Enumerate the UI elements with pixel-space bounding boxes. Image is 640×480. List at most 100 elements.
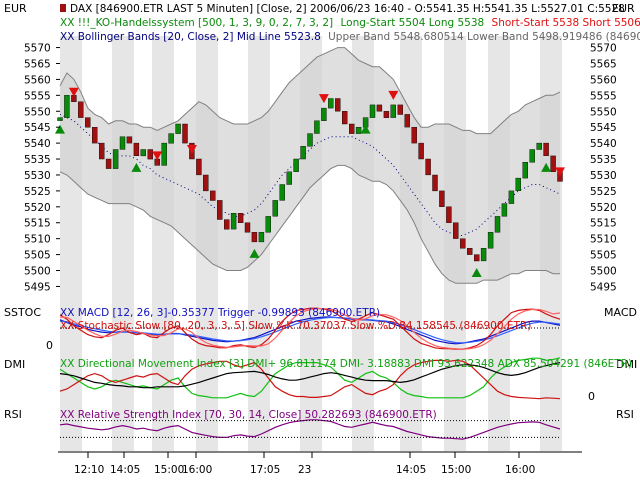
price-brick-down bbox=[397, 104, 403, 115]
sell-signal-marker bbox=[152, 151, 163, 161]
price-tick-left: 5525 bbox=[24, 186, 51, 198]
macd-label: MACD bbox=[604, 306, 637, 319]
price-tick-left: 5565 bbox=[24, 58, 51, 70]
macd-panel bbox=[59, 307, 561, 350]
time-tick-label: 23 bbox=[298, 464, 311, 476]
price-tick-left: 5500 bbox=[24, 266, 51, 278]
price-brick-down bbox=[467, 247, 473, 255]
price-brick-up bbox=[515, 177, 521, 192]
buy-signal-marker bbox=[249, 248, 260, 258]
price-brick-up bbox=[119, 136, 126, 150]
time-tick-label: 15:00 bbox=[441, 464, 471, 476]
price-brick-down bbox=[133, 142, 140, 157]
price-brick-down bbox=[550, 155, 556, 172]
header-line2: XX !!!_KO-Handelssystem [500, 1, 3, 9, 0… bbox=[60, 17, 640, 29]
sstoc-label: SSTOC bbox=[4, 306, 41, 319]
price-brick-up bbox=[321, 107, 327, 121]
rsi-label-left: RSI bbox=[4, 408, 22, 421]
price-tick-right: 5510 bbox=[590, 234, 617, 246]
price-tick-right: 5540 bbox=[590, 138, 617, 150]
price-brick-down bbox=[203, 174, 209, 192]
rsi-panel bbox=[59, 419, 561, 440]
price-tick-left: 5520 bbox=[24, 202, 51, 214]
price-tick-right: 5570 bbox=[590, 43, 617, 55]
price-brick-down bbox=[98, 142, 105, 160]
price-brick-down bbox=[543, 142, 549, 157]
price-brick-up bbox=[112, 149, 119, 169]
bollinger-band-area bbox=[60, 47, 560, 284]
price-brick-down bbox=[91, 126, 98, 144]
price-brick-down bbox=[147, 149, 154, 160]
price-tick-right: 5520 bbox=[590, 202, 617, 214]
price-brick-down bbox=[425, 158, 431, 176]
price-brick-up bbox=[265, 216, 271, 233]
time-tick-label: 12:10 bbox=[74, 464, 104, 476]
sell-signal-marker bbox=[186, 145, 197, 155]
price-tick-right: 5555 bbox=[590, 90, 617, 102]
price-tick-left: 5495 bbox=[24, 281, 51, 293]
buy-signal-marker bbox=[541, 162, 552, 172]
time-tick-label: 14:05 bbox=[110, 464, 140, 476]
price-brick-up bbox=[279, 184, 285, 201]
price-brick-down bbox=[342, 111, 348, 125]
price-brick-down bbox=[474, 254, 480, 262]
dmi-dmi--line bbox=[59, 357, 561, 399]
price-brick-down bbox=[335, 98, 341, 112]
price-brick-up bbox=[369, 104, 376, 118]
eur-label-left: EUR bbox=[4, 2, 27, 15]
price-brick-up bbox=[355, 126, 362, 134]
price-brick-down bbox=[383, 111, 390, 118]
price-panel bbox=[55, 47, 565, 284]
buy-signal-marker bbox=[471, 267, 482, 277]
price-brick-up bbox=[57, 117, 63, 121]
price-brick-up bbox=[161, 142, 167, 166]
price-tick-right: 5515 bbox=[590, 218, 617, 230]
header-line3: XX Bollinger Bands [20, Close, 2] Mid Li… bbox=[60, 31, 640, 43]
price-brick-up bbox=[487, 232, 494, 249]
price-tick-left: 5560 bbox=[24, 74, 51, 86]
dmi-dmi--line bbox=[59, 359, 561, 400]
price-brick-up bbox=[328, 98, 334, 109]
price-brick-down bbox=[376, 104, 383, 112]
price-brick-down bbox=[404, 114, 410, 128]
buy-signal-marker bbox=[360, 124, 371, 134]
series-color-swatch bbox=[60, 4, 66, 12]
buy-signal-marker bbox=[55, 124, 65, 134]
price-brick-down bbox=[446, 206, 452, 223]
price-brick-down bbox=[453, 222, 459, 239]
price-brick-up bbox=[64, 95, 70, 118]
price-brick-down bbox=[418, 142, 424, 160]
price-brick-up bbox=[272, 200, 278, 217]
price-brick-up bbox=[314, 120, 320, 134]
price-brick-up bbox=[536, 142, 542, 150]
price-brick-up bbox=[307, 133, 313, 147]
price-tick-right: 5560 bbox=[590, 74, 617, 86]
price-brick-up bbox=[286, 171, 292, 185]
price-brick-down bbox=[126, 136, 133, 144]
header-system-name: XX !!!_KO-Handelssystem [500, 1, 3, 9, 0… bbox=[60, 17, 333, 29]
time-tick-label: 16:00 bbox=[505, 464, 535, 476]
price-tick-left: 5540 bbox=[24, 138, 51, 150]
price-tick-left: 5510 bbox=[24, 234, 51, 246]
macd-zero-label: 0 bbox=[46, 339, 53, 352]
stochastic-title: XX Stochastic Slow [80, 20, 3, 3, 5] Slo… bbox=[60, 320, 531, 332]
dmi-adx-line bbox=[59, 362, 561, 389]
price-tick-left: 5535 bbox=[24, 154, 51, 166]
price-brick-down bbox=[196, 158, 202, 176]
rsi-rsi-line bbox=[59, 419, 561, 440]
price-tick-right: 5565 bbox=[590, 58, 617, 70]
header-bands: Upper Band 5548.680514 Lower Band 5498.9… bbox=[328, 31, 640, 43]
price-tick-left: 5515 bbox=[24, 218, 51, 230]
price-brick-up bbox=[293, 158, 299, 172]
sell-signal-marker bbox=[388, 90, 399, 100]
rsi-title: XX Relative Strength Index [70, 30, 14, … bbox=[60, 409, 437, 421]
dmi-zero-label: 0 bbox=[588, 390, 595, 403]
price-tick-right: 5550 bbox=[590, 106, 617, 118]
dmi-label-left: DMI bbox=[4, 358, 25, 371]
price-tick-right: 5545 bbox=[590, 122, 617, 134]
price-brick-down bbox=[182, 123, 188, 144]
price-brick-down bbox=[244, 222, 251, 233]
price-brick-up bbox=[258, 232, 265, 243]
dmi-title: XX Directional Movement Index [3] DMI+ 9… bbox=[60, 358, 632, 370]
time-tick-label: 17:05 bbox=[250, 464, 280, 476]
